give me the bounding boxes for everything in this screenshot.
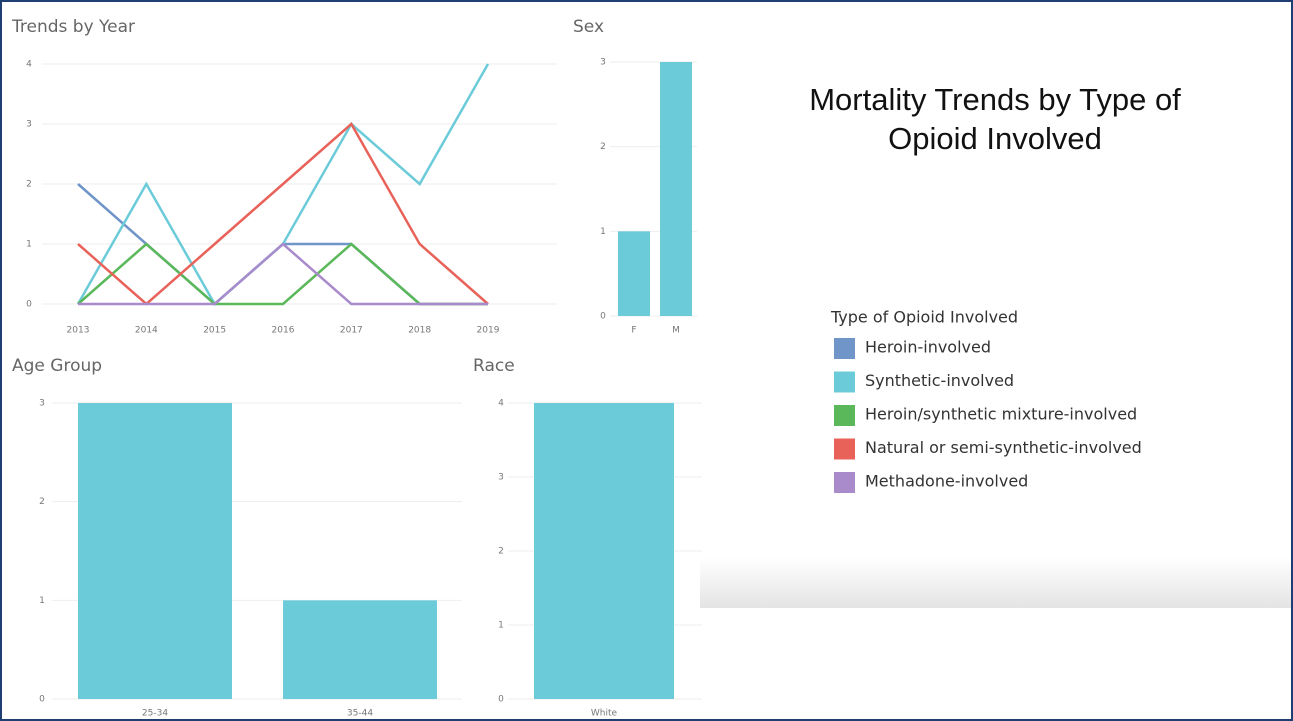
legend-swatch [834, 472, 855, 493]
bar [283, 600, 437, 699]
dashboard-title: Mortality Trends by Type of [809, 82, 1181, 117]
x-tick-label: 2019 [477, 326, 500, 336]
legend-swatch [834, 338, 855, 359]
y-tick-label: 1 [498, 621, 504, 631]
y-tick-label: 2 [600, 142, 606, 152]
x-tick-label: 25-34 [142, 709, 168, 719]
legend-title: Type of Opioid Involved [830, 308, 1018, 327]
y-tick-label: 0 [498, 695, 504, 705]
y-tick-label: 2 [26, 180, 32, 190]
y-tick-label: 3 [498, 473, 504, 483]
x-tick-label: 2014 [135, 326, 158, 336]
panel-shade [700, 557, 1291, 608]
y-tick-label: 4 [26, 60, 32, 70]
legend-label: Methadone-involved [865, 472, 1028, 491]
y-tick-label: 1 [39, 596, 45, 606]
x-tick-label: 2018 [408, 326, 431, 336]
x-tick-label: 35-44 [347, 709, 373, 719]
x-tick-label: White [591, 709, 618, 719]
bar [660, 62, 692, 316]
series-line [77, 122, 489, 306]
y-tick-label: 1 [600, 227, 606, 237]
bar [534, 403, 674, 699]
legend-swatch [834, 371, 855, 393]
y-tick-label: 0 [600, 312, 606, 322]
y-tick-label: 2 [39, 497, 45, 507]
y-tick-label: 3 [600, 58, 606, 68]
series-line [78, 242, 488, 306]
x-tick-label: M [672, 326, 680, 336]
y-tick-label: 3 [26, 120, 32, 130]
y-tick-label: 0 [26, 300, 32, 310]
chart-title: Sex [573, 17, 604, 37]
legend-label: Heroin/synthetic mixture-involved [865, 405, 1137, 424]
x-tick-label: 2017 [340, 326, 363, 336]
chart-title: Age Group [12, 356, 102, 376]
legend-swatch [834, 438, 855, 460]
bar [618, 231, 650, 316]
legend-swatch [834, 405, 855, 426]
y-tick-label: 4 [498, 399, 504, 409]
chart-title: Trends by Year [11, 17, 135, 37]
y-tick-label: 0 [39, 695, 45, 705]
chart-title: Race [473, 356, 515, 376]
dashboard-title: Opioid Involved [888, 121, 1102, 156]
x-tick-label: 2016 [272, 326, 295, 336]
bar [78, 403, 232, 699]
y-tick-label: 2 [498, 547, 504, 557]
x-tick-label: 2013 [67, 326, 90, 336]
x-tick-label: 2015 [203, 326, 226, 336]
legend-label: Heroin-involved [865, 338, 991, 357]
y-tick-label: 1 [26, 240, 32, 250]
x-tick-label: F [631, 326, 636, 336]
legend-label: Natural or semi-synthetic-involved [865, 438, 1142, 457]
series-line [77, 242, 488, 306]
y-tick-label: 3 [39, 399, 45, 409]
legend-label: Synthetic-involved [865, 371, 1014, 390]
